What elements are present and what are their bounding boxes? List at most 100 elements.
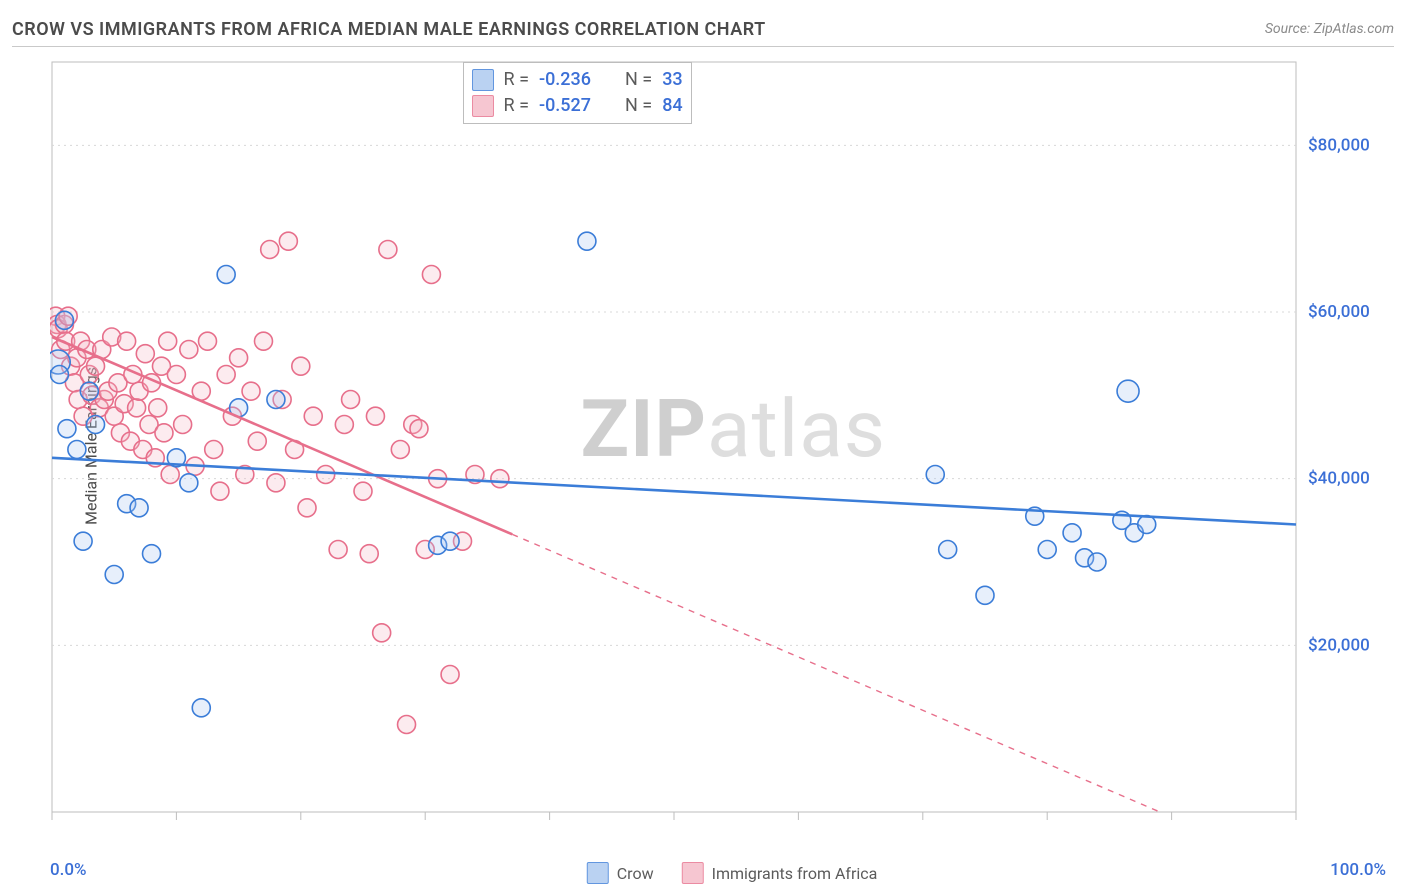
africa-point — [167, 366, 185, 384]
africa-point — [211, 482, 229, 500]
stats-n-value: 84 — [662, 93, 682, 119]
crow-point — [1088, 553, 1106, 571]
crow-point — [180, 474, 198, 492]
africa-point — [360, 545, 378, 563]
crow-point — [926, 466, 944, 484]
africa-point — [248, 432, 266, 450]
africa-point — [155, 424, 173, 442]
stats-r-value: -0.236 — [539, 67, 591, 93]
crow-point — [192, 699, 210, 717]
legend-item-africa: Immigrants from Africa — [682, 862, 878, 884]
africa-point — [87, 357, 105, 375]
africa-point — [335, 416, 353, 434]
stats-row-africa: R = -0.527 N = 84 — [472, 93, 683, 119]
africa-point — [242, 382, 260, 400]
africa-point — [441, 666, 459, 684]
crow-point — [267, 391, 285, 409]
stats-n-value: 33 — [662, 67, 682, 93]
africa-point — [174, 416, 192, 434]
africa-point — [279, 232, 297, 250]
crow-point — [1138, 516, 1156, 534]
crow-point — [1038, 541, 1056, 559]
stats-r-label: R = — [504, 93, 529, 119]
africa-point — [379, 241, 397, 259]
plot-frame — [52, 62, 1296, 812]
africa-point — [329, 541, 347, 559]
africa-point — [391, 441, 409, 459]
crow-point — [143, 545, 161, 563]
scatter-plot-svg: $20,000 $40,000 $60,000 $80,000 — [50, 58, 1386, 848]
crow-legend-swatch — [587, 862, 609, 884]
source-text: Source: ZipAtlas.com — [1265, 21, 1394, 37]
y-tick-label: $40,000 — [1308, 469, 1370, 489]
africa-point — [354, 482, 372, 500]
crow-swatch — [472, 69, 494, 91]
africa-point — [304, 407, 322, 425]
stats-n-label: N = — [625, 67, 652, 93]
crow-point — [80, 382, 98, 400]
crow-trend-solid — [52, 458, 1296, 525]
title-bar: CROW VS IMMIGRANTS FROM AFRICA MEDIAN MA… — [12, 12, 1394, 47]
y-tick-label: $20,000 — [1308, 635, 1370, 655]
y-tick-label: $80,000 — [1308, 135, 1370, 155]
africa-point — [366, 407, 384, 425]
crow-point — [74, 532, 92, 550]
africa-legend-swatch — [682, 862, 704, 884]
crow-point — [1063, 524, 1081, 542]
africa-legend-label: Immigrants from Africa — [712, 864, 878, 883]
africa-point — [180, 341, 198, 359]
crow-point — [50, 366, 68, 384]
crow-point — [55, 311, 73, 329]
africa-point — [217, 366, 235, 384]
y-tick-label: $60,000 — [1308, 302, 1370, 322]
africa-point — [136, 345, 154, 363]
source-name: ZipAtlas.com — [1314, 21, 1394, 37]
stats-r-label: R = — [504, 67, 529, 93]
x-tick-min: 0.0% — [50, 860, 87, 880]
africa-point — [292, 357, 310, 375]
africa-point — [267, 474, 285, 492]
crow-point — [217, 266, 235, 284]
crow-point — [68, 441, 86, 459]
africa-point — [317, 466, 335, 484]
africa-point — [159, 332, 177, 350]
africa-point — [199, 332, 217, 350]
crow-point — [130, 499, 148, 517]
crow-point — [441, 532, 459, 550]
africa-point — [398, 716, 416, 734]
africa-point — [254, 332, 272, 350]
africa-point — [298, 499, 316, 517]
crow-point — [939, 541, 957, 559]
crow-point — [58, 420, 76, 438]
africa-point — [149, 399, 167, 417]
africa-point — [161, 466, 179, 484]
crow-point — [578, 232, 596, 250]
stats-legend-box: R = -0.236 N = 33 R = -0.527 N = 84 — [463, 62, 692, 124]
africa-trend-dashed — [512, 534, 1160, 812]
africa-point — [230, 349, 248, 367]
plot-area: ZIPatlas $20,000$40,000$60,000$80,000 R … — [50, 58, 1386, 848]
africa-point — [373, 624, 391, 642]
source-prefix: Source: — [1265, 21, 1314, 37]
africa-point — [491, 470, 509, 488]
stats-row-crow: R = -0.236 N = 33 — [472, 67, 683, 93]
africa-point — [205, 441, 223, 459]
x-tick-max: 100.0% — [1330, 860, 1386, 880]
africa-point — [422, 266, 440, 284]
africa-point — [128, 399, 146, 417]
chart-title: CROW VS IMMIGRANTS FROM AFRICA MEDIAN MA… — [12, 19, 766, 40]
legend-bottom: Crow Immigrants from Africa — [587, 862, 878, 884]
africa-point — [342, 391, 360, 409]
crow-point — [1117, 380, 1139, 402]
africa-point — [118, 332, 136, 350]
crow-legend-label: Crow — [617, 864, 654, 883]
africa-point — [410, 420, 428, 438]
africa-swatch — [472, 95, 494, 117]
stats-n-label: N = — [625, 93, 652, 119]
legend-item-crow: Crow — [587, 862, 654, 884]
crow-point — [976, 586, 994, 604]
crow-point — [105, 566, 123, 584]
stats-r-value: -0.527 — [539, 93, 591, 119]
crow-point — [87, 416, 105, 434]
africa-point — [261, 241, 279, 259]
